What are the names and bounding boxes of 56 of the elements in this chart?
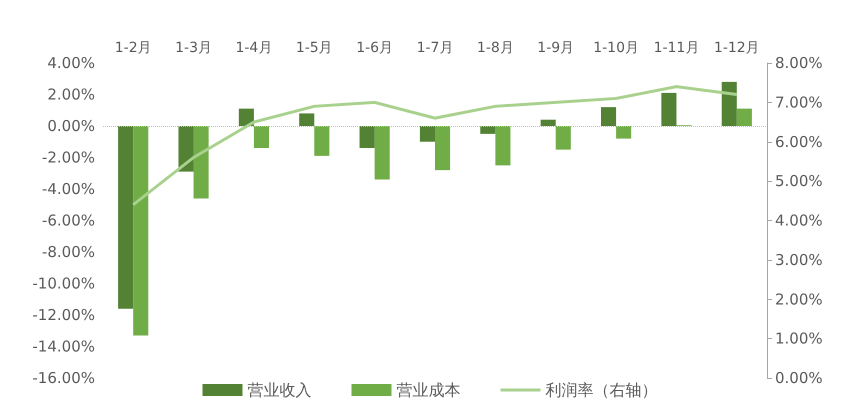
bar [299, 113, 314, 126]
y-tick-label: -2.00% [42, 148, 95, 166]
x-tick-label: 1-12月 [714, 40, 760, 56]
x-tick-label: 1-3月 [175, 40, 212, 56]
legend-label: 利润率（右轴） [546, 380, 658, 400]
y-tick-label: 4.00% [47, 54, 95, 72]
y2-tick-label: 4.00% [775, 212, 823, 230]
x-tick-label: 1-10月 [593, 40, 639, 56]
x-tick-label: 1-5月 [296, 40, 333, 56]
y-tick-label: -14.00% [32, 338, 95, 356]
y2-tick-label: 2.00% [775, 290, 823, 308]
bar [601, 107, 616, 126]
bar [360, 126, 375, 148]
bar [133, 126, 148, 336]
bar [480, 126, 496, 134]
y-tick-label: 0.00% [47, 117, 95, 135]
legend-label: 营业成本 [396, 380, 460, 400]
bar [661, 92, 676, 126]
bar [616, 126, 632, 139]
y2-tick-label: 0.00% [775, 369, 823, 387]
y2-tick-label: 8.00% [775, 54, 823, 72]
bar [722, 82, 737, 126]
y-tick-label: 2.00% [47, 86, 95, 104]
y2-tick-label: 3.00% [775, 250, 823, 269]
y-tick-label: -10.00% [32, 274, 95, 292]
x-tick-label: 1-9月 [537, 40, 574, 56]
bar [736, 108, 752, 126]
bar [194, 126, 209, 198]
x-tick-label: 1-4月 [235, 40, 272, 56]
x-tick-label: 1-8月 [476, 40, 514, 56]
y2-tick-label: 1.00% [775, 330, 823, 348]
y-tick-label: -6.00% [42, 212, 95, 230]
y-tick-label: -12.00% [32, 306, 95, 324]
bar [435, 126, 450, 170]
bar [238, 108, 254, 126]
bar [556, 126, 571, 150]
bar [314, 126, 330, 156]
y2-tick-label: 5.00% [775, 172, 823, 190]
bar [540, 120, 556, 126]
bar [420, 126, 435, 142]
bar [118, 126, 134, 309]
y-tick-label: -16.00% [32, 369, 95, 387]
y2-tick-label: 6.00% [775, 132, 823, 151]
bar [254, 126, 269, 148]
line-series [132, 85, 738, 206]
bar [178, 126, 194, 172]
x-tick-label: 1-11月 [654, 40, 700, 56]
legend-label: 营业收入 [248, 380, 312, 400]
y2-tick-label: 7.00% [775, 93, 823, 112]
x-tick-label: 1-7月 [416, 40, 454, 56]
bar [374, 126, 390, 180]
y-tick-label: -8.00% [42, 243, 95, 261]
x-tick-label: 1-2月 [114, 40, 152, 56]
y-tick-label: -4.00% [42, 180, 95, 198]
bar [495, 126, 510, 166]
x-tick-label: 1-6月 [356, 40, 394, 56]
